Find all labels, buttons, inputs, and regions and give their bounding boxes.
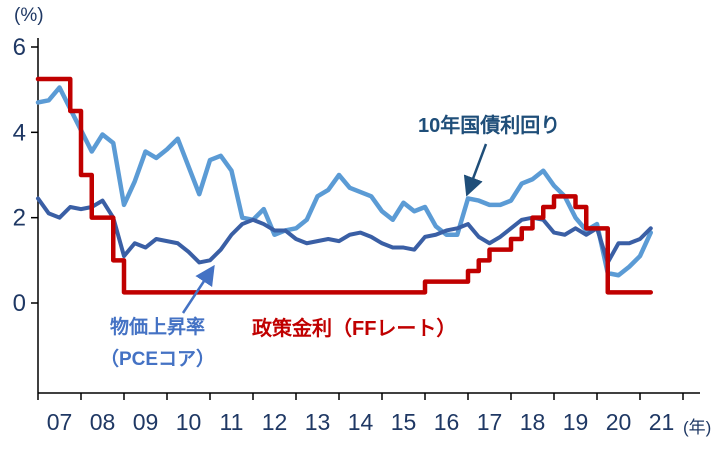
y-tick-label: 2	[13, 205, 26, 232]
x-tick-label: 14	[348, 409, 374, 435]
policy-rate-line	[35, 76, 653, 295]
x-tick-label: 18	[520, 409, 546, 435]
policy-rate-annotation: 政策金利（FFレート）	[252, 318, 457, 340]
inflation-annotation-line2: （PCEコア）	[99, 349, 216, 371]
y-tick-label: 0	[13, 290, 26, 317]
x-tick-label: 19	[563, 409, 589, 435]
x-tick-label: 11	[220, 409, 244, 435]
bond-yield-line	[35, 85, 653, 278]
x-tick-label: 13	[305, 409, 331, 435]
x-tick-label: 12	[262, 409, 288, 435]
inflation-annotation: 物価上昇率 （PCEコア）	[60, 312, 255, 377]
x-tick-label: 16	[434, 409, 460, 435]
x-tick-label: 17	[477, 409, 503, 435]
x-tick-label: 08	[90, 409, 116, 435]
y-axis-unit-label: (%)	[14, 5, 44, 26]
x-tick-label: 21	[649, 409, 675, 435]
inflation-arrow	[181, 264, 215, 314]
bond-yield-annotation: 10年国債利回り	[418, 115, 561, 137]
bond-yield-arrow	[463, 143, 488, 197]
x-tick-label: 09	[133, 409, 159, 435]
y-tick-label: 6	[13, 34, 26, 61]
x-tick-label: 10	[176, 409, 202, 435]
inflation-annotation-line1: 物価上昇率	[109, 317, 205, 338]
y-tick-label: 4	[13, 119, 26, 146]
x-tick-label: 15	[391, 409, 417, 435]
inflation-line	[36, 196, 653, 265]
x-tick-label: 20	[606, 409, 632, 435]
x-axis-unit-label: (年)	[683, 418, 712, 437]
x-tick-label: 07	[47, 409, 73, 435]
